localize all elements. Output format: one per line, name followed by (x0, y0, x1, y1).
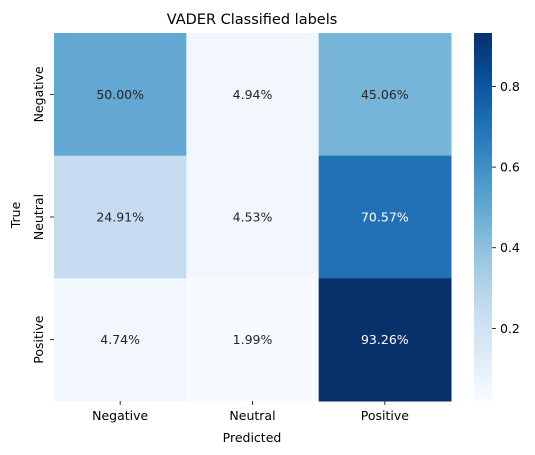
cell-value-label: 93.26% (361, 332, 409, 347)
chart-title: VADER Classified labels (167, 12, 338, 28)
cell-value-label: 45.06% (361, 87, 409, 102)
cell-value-label: 4.74% (100, 332, 140, 347)
y-tick-label: Neutral (31, 194, 46, 240)
heatmap-cell (318, 155, 452, 279)
colorbar-tick-label: 0.2 (500, 321, 520, 336)
heatmap-cell (318, 33, 452, 157)
cell-value-label: 4.94% (233, 87, 273, 102)
heatmap-cell (186, 155, 320, 279)
heatmap-cell (318, 278, 452, 402)
colorbar-tick-label: 0.6 (500, 160, 520, 175)
heatmap-cell (54, 155, 187, 279)
x-tick-label: Negative (92, 408, 148, 423)
cell-value-label: 70.57% (361, 210, 409, 225)
heatmap-cell (186, 33, 320, 157)
heatmap-plot: 50.00% 4.94% 45.06% 24.91% 4.53% 70.57% 4.74% 1… (31, 33, 452, 423)
heatmap-cell (54, 278, 187, 402)
cell-value-label: 1.99% (233, 332, 273, 347)
y-tick-label: Positive (31, 315, 46, 363)
heatmap-cell (54, 33, 187, 157)
x-tick-label: Neutral (229, 408, 275, 423)
y-tick-label: Negative (31, 66, 46, 122)
x-axis-label: Predicted (223, 430, 282, 445)
cell-value-label: 24.91% (96, 210, 144, 225)
colorbar-tick-label: 0.4 (500, 240, 520, 255)
colorbar-tick-label: 0.8 (500, 79, 520, 94)
colorbar: 0.2 0.4 0.6 0.8 (474, 33, 520, 401)
heatmap-cell (186, 278, 320, 402)
y-axis-label: True (8, 201, 23, 229)
colorbar-gradient (474, 33, 492, 401)
cell-value-label: 4.53% (233, 210, 273, 225)
x-tick-label: Positive (361, 408, 409, 423)
cell-value-label: 50.00% (96, 87, 144, 102)
